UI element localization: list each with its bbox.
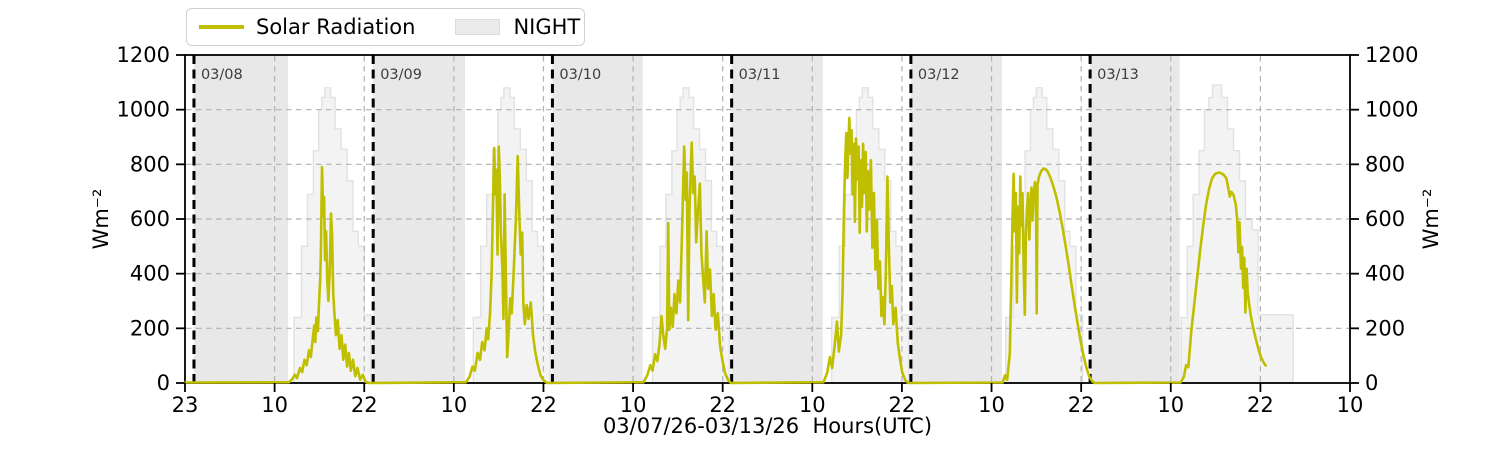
x-tick-label: 22 xyxy=(530,393,557,417)
y-tick-label-left: 800 xyxy=(130,152,170,176)
legend-label-night: NIGHT xyxy=(513,15,581,39)
night-band xyxy=(1090,55,1180,383)
x-tick-label: 22 xyxy=(709,393,736,417)
x-tick-label: 22 xyxy=(351,393,378,417)
day-label: 03/09 xyxy=(380,67,422,83)
day-label: 03/08 xyxy=(201,67,243,83)
y-tick-label-right: 200 xyxy=(1365,316,1405,340)
y-axis-label-right: Wm⁻² xyxy=(1419,188,1443,250)
y-tick-label-right: 1200 xyxy=(1365,43,1418,67)
legend-item-night: NIGHT xyxy=(415,15,580,39)
day-label: 03/12 xyxy=(918,67,960,83)
legend-label-solar-radiation: Solar Radiation xyxy=(256,15,416,39)
legend-item-solar-radiation: Solar Radiation xyxy=(199,15,415,39)
y-tick-label-left: 600 xyxy=(130,207,170,231)
x-tick-label: 10 xyxy=(440,393,467,417)
x-axis-label: 03/07/26-03/13/26 Hours(UTC) xyxy=(602,414,933,438)
x-tick-label: 22 xyxy=(1068,393,1095,417)
y-tick-label-left: 1200 xyxy=(117,43,170,67)
x-tick-label: 23 xyxy=(172,393,199,417)
x-tick-label: 10 xyxy=(261,393,288,417)
y-axis-label-left: Wm⁻² xyxy=(89,188,113,250)
x-tick-label: 22 xyxy=(1247,393,1274,417)
y-tick-label-right: 600 xyxy=(1365,207,1405,231)
x-tick-label: 10 xyxy=(1157,393,1184,417)
x-tick-label: 22 xyxy=(889,393,916,417)
x-tick-label: 10 xyxy=(1337,393,1364,417)
y-tick-label-right: 0 xyxy=(1365,371,1378,395)
y-tick-label-right: 1000 xyxy=(1365,98,1418,122)
x-tick-label: 10 xyxy=(799,393,826,417)
y-tick-label-left: 200 xyxy=(130,316,170,340)
y-tick-label-left: 0 xyxy=(157,371,170,395)
y-tick-label-right: 400 xyxy=(1365,262,1405,286)
day-label: 03/11 xyxy=(739,67,781,83)
y-tick-label-left: 1000 xyxy=(117,98,170,122)
legend: Solar Radiation NIGHT xyxy=(186,8,585,46)
solar-radiation-line-swatch xyxy=(199,25,244,29)
y-tick-label-left: 400 xyxy=(130,262,170,286)
x-tick-label: 10 xyxy=(620,393,647,417)
solar-radiation-line xyxy=(183,116,1267,385)
x-tick-label: 10 xyxy=(978,393,1005,417)
day-label: 03/10 xyxy=(559,67,601,83)
night-patch-swatch xyxy=(455,19,501,35)
y-tick-label-right: 800 xyxy=(1365,152,1405,176)
day-label: 03/13 xyxy=(1097,67,1139,83)
